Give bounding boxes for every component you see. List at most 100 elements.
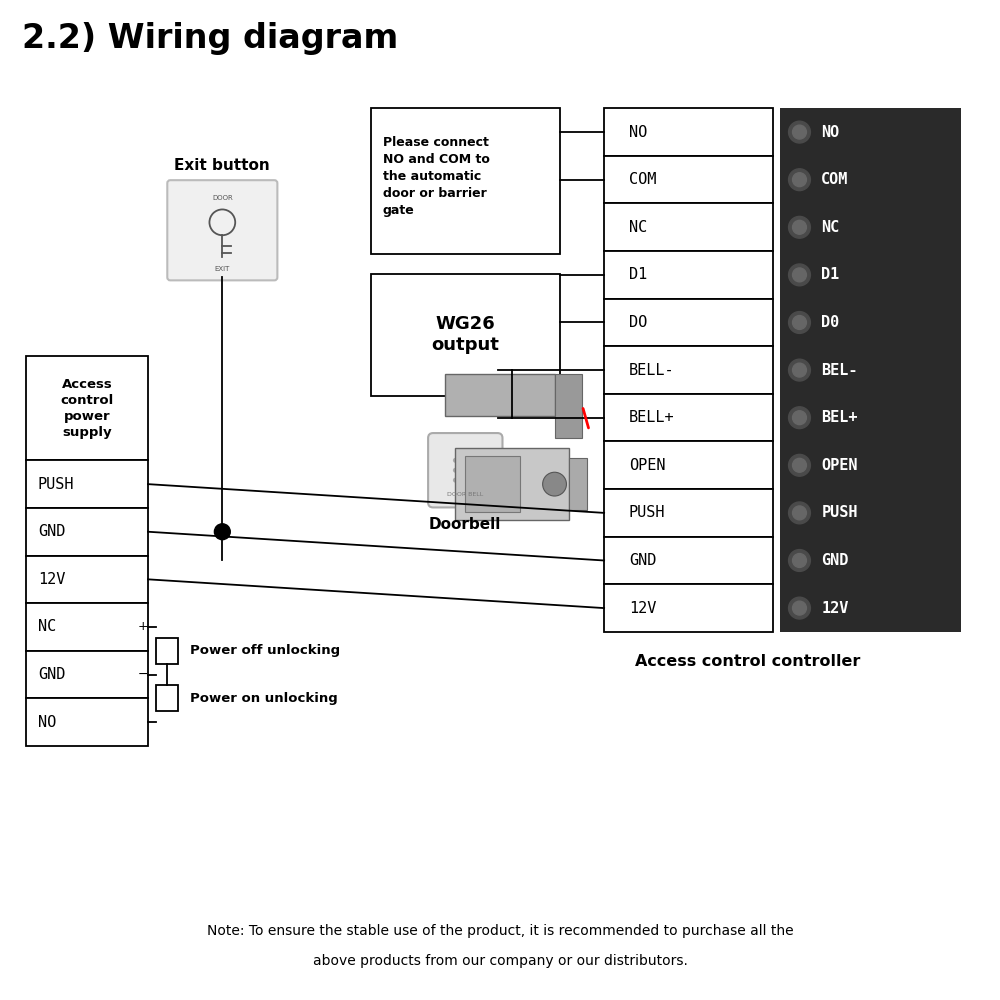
Text: DO: DO [629, 315, 647, 330]
Circle shape [463, 468, 468, 473]
Text: 12V: 12V [629, 601, 656, 616]
Circle shape [789, 121, 810, 143]
Text: GND: GND [821, 553, 849, 568]
Text: Power off unlocking: Power off unlocking [190, 644, 340, 657]
Text: 12V: 12V [38, 572, 65, 587]
Circle shape [789, 264, 810, 286]
Bar [604, 489, 773, 537]
Bar [445, 374, 555, 416]
Text: NO: NO [821, 125, 840, 140]
Bar [604, 441, 773, 489]
Circle shape [789, 312, 810, 333]
Circle shape [793, 363, 806, 377]
Text: D1: D1 [629, 267, 647, 282]
Circle shape [789, 597, 810, 619]
Text: BEL-: BEL- [821, 363, 858, 378]
Text: NC: NC [629, 220, 647, 235]
Bar [26, 556, 148, 603]
Text: D1: D1 [821, 267, 840, 282]
Bar [371, 274, 560, 396]
Text: DOOR BELL: DOOR BELL [447, 492, 483, 497]
Text: PUSH: PUSH [38, 477, 74, 492]
Circle shape [214, 524, 230, 540]
Text: COM: COM [629, 172, 656, 187]
Text: PUSH: PUSH [821, 505, 858, 520]
Bar [455, 448, 569, 520]
Text: above products from our company or our distributors.: above products from our company or our d… [313, 954, 687, 968]
Text: 12V: 12V [821, 601, 849, 616]
FancyBboxPatch shape [167, 180, 277, 280]
Bar [604, 251, 773, 299]
Circle shape [793, 220, 806, 234]
Text: EXIT: EXIT [215, 266, 230, 272]
Bar [604, 537, 773, 584]
Circle shape [793, 125, 806, 139]
Bar [26, 603, 148, 651]
Circle shape [789, 454, 810, 476]
Bar [555, 374, 582, 438]
Circle shape [789, 550, 810, 571]
Circle shape [793, 458, 806, 472]
Circle shape [453, 478, 458, 483]
Circle shape [793, 554, 806, 567]
Bar [780, 108, 961, 632]
Bar [156, 638, 178, 664]
Circle shape [453, 468, 458, 473]
Bar [465, 456, 520, 512]
Circle shape [793, 506, 806, 520]
Circle shape [789, 216, 810, 238]
Circle shape [789, 407, 810, 429]
Text: GND: GND [629, 553, 656, 568]
Bar [604, 203, 773, 251]
Text: GND: GND [38, 524, 65, 539]
Bar [604, 299, 773, 346]
Text: NO: NO [38, 715, 56, 730]
Text: 2.2) Wiring diagram: 2.2) Wiring diagram [22, 22, 398, 55]
Bar [604, 346, 773, 394]
Bar [604, 394, 773, 441]
Circle shape [463, 458, 468, 463]
Circle shape [473, 458, 478, 463]
Bar [26, 508, 148, 556]
Bar [26, 356, 148, 460]
Bar [26, 698, 148, 746]
Text: Note: To ensure the stable use of the product, it is recommended to purchase all: Note: To ensure the stable use of the pr… [207, 924, 793, 938]
Bar [371, 108, 560, 254]
Circle shape [543, 472, 566, 496]
Circle shape [793, 411, 806, 425]
Circle shape [473, 468, 478, 473]
Text: Doorbell: Doorbell [429, 517, 501, 532]
Bar [569, 458, 587, 510]
Text: BEL+: BEL+ [821, 410, 858, 425]
Text: Power on unlocking: Power on unlocking [190, 692, 337, 705]
Text: DOOR: DOOR [212, 195, 233, 201]
Text: Access
control
power
supply: Access control power supply [60, 378, 114, 439]
Bar [26, 651, 148, 698]
FancyBboxPatch shape [428, 433, 502, 507]
Text: NC: NC [38, 619, 56, 634]
Text: +: + [137, 620, 148, 633]
Text: COM: COM [821, 172, 849, 187]
Bar [26, 460, 148, 508]
Text: Exit button: Exit button [174, 158, 270, 173]
Text: −: − [137, 668, 148, 681]
Text: D0: D0 [821, 315, 840, 330]
Bar [604, 584, 773, 632]
Text: NC: NC [821, 220, 840, 235]
Text: Please connect
NO and COM to
the automatic
door or barrier
gate: Please connect NO and COM to the automat… [383, 136, 490, 217]
Circle shape [473, 478, 478, 483]
Text: BELL+: BELL+ [629, 410, 675, 425]
Text: PUSH: PUSH [629, 505, 665, 520]
Text: GND: GND [38, 667, 65, 682]
Circle shape [453, 458, 458, 463]
Circle shape [793, 601, 806, 615]
Circle shape [789, 169, 810, 191]
Bar [604, 108, 773, 156]
Circle shape [793, 268, 806, 282]
Text: OPEN: OPEN [821, 458, 858, 473]
Circle shape [793, 316, 806, 329]
Text: OPEN: OPEN [629, 458, 665, 473]
Text: WG26
output: WG26 output [431, 315, 499, 354]
Circle shape [789, 359, 810, 381]
Bar [604, 156, 773, 203]
